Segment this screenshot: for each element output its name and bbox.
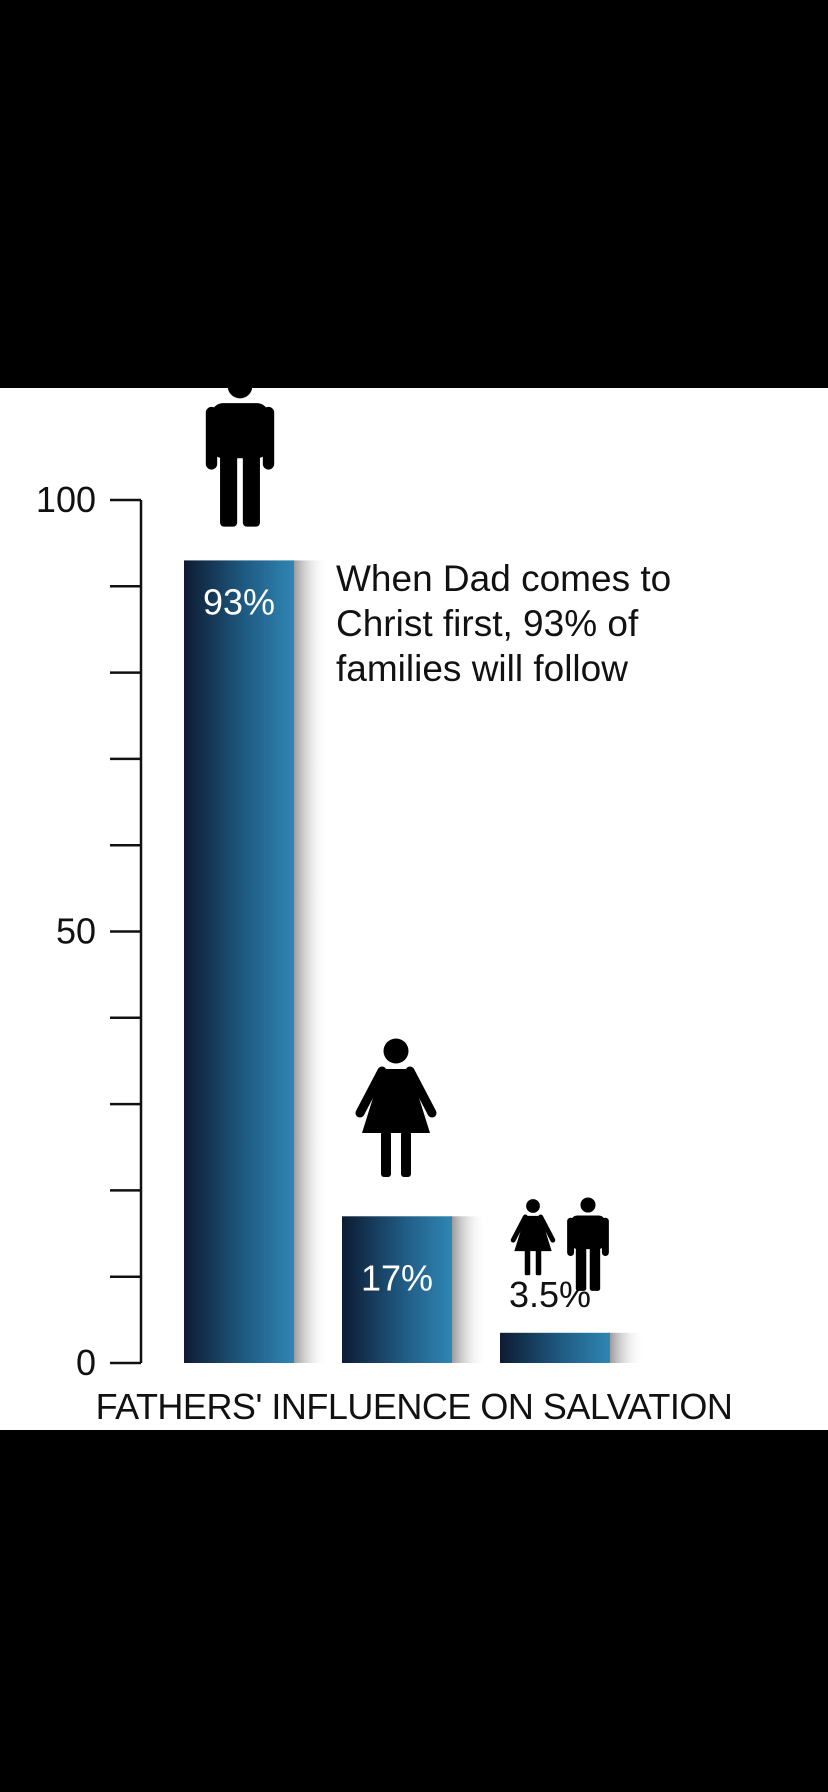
y-tick-label: 50 bbox=[56, 911, 96, 952]
annotation-line: families will follow bbox=[336, 648, 628, 689]
man-icon bbox=[205, 388, 275, 527]
bars bbox=[184, 560, 644, 1363]
annotation-line: Christ first, 93% of bbox=[336, 603, 639, 644]
bar-shadow bbox=[608, 1332, 644, 1363]
chart-panel: 0 50 100 93% 17% 3.5% When Dad comes to Chri… bbox=[0, 388, 828, 1430]
bar-shadow bbox=[292, 560, 328, 1363]
annotation-text: When Dad comes to Christ first, 93% of f… bbox=[336, 556, 716, 691]
y-tick-label: 100 bbox=[36, 479, 96, 520]
bar-labels: 93%17% 3.5% bbox=[203, 581, 591, 1314]
children-icon bbox=[510, 1197, 609, 1291]
data-label: 93% bbox=[203, 581, 275, 622]
bar-shadow bbox=[450, 1216, 486, 1363]
x-axis-title: FATHERS' INFLUENCE ON SALVATION bbox=[95, 1386, 733, 1427]
bar-children bbox=[500, 1332, 610, 1363]
y-tick-label: 0 bbox=[76, 1342, 96, 1383]
bar-father bbox=[184, 560, 294, 1363]
annotation-line: When Dad comes to bbox=[336, 558, 672, 599]
woman-icon bbox=[355, 1038, 437, 1177]
data-label: 17% bbox=[361, 1257, 433, 1298]
icons bbox=[205, 388, 609, 1291]
y-axis: 0 50 100 bbox=[36, 479, 143, 1383]
bar-mother bbox=[342, 1216, 452, 1363]
